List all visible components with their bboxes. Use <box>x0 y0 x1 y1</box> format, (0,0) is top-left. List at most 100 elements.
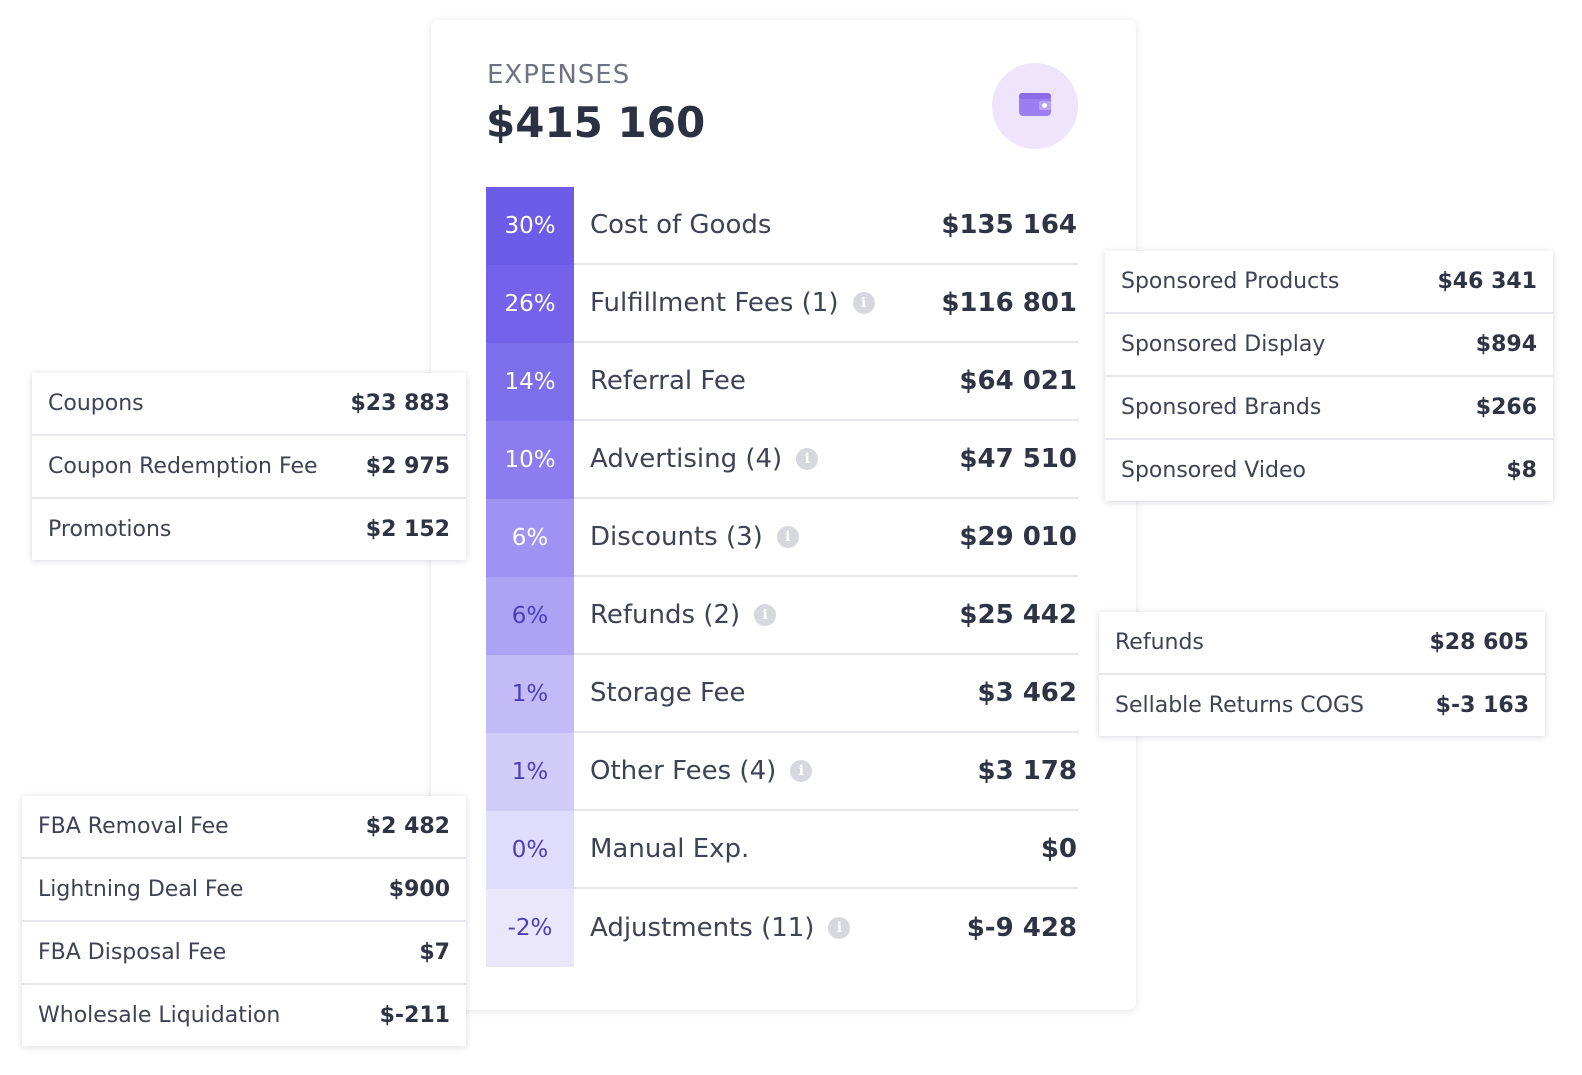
expense-percent: -2% <box>486 889 574 967</box>
expense-name: Other Fees (4) <box>590 756 777 786</box>
expense-value: $0 <box>1040 834 1077 864</box>
expense-row-body: Adjustments (11) i $-9 428 <box>574 889 1079 967</box>
expense-row[interactable]: 6% Refunds (2) i $25 442 <box>486 577 1079 655</box>
expense-row-body: Referral Fee $64 021 <box>574 343 1079 421</box>
expense-row-body: Discounts (3) i $29 010 <box>574 499 1079 577</box>
breakdown-name: Sponsored Brands <box>1121 395 1322 420</box>
breakdown-row: Wholesale Liquidation $-211 <box>22 985 466 1046</box>
expense-value: $135 164 <box>941 210 1077 240</box>
info-icon[interactable]: i <box>796 448 819 470</box>
expense-value: $25 442 <box>959 600 1077 630</box>
breakdown-name: Sponsored Video <box>1121 458 1306 483</box>
breakdown-value: $894 <box>1475 332 1537 357</box>
expense-percent: 6% <box>486 577 574 655</box>
breakdown-value: $28 605 <box>1429 630 1529 655</box>
expense-rows: 30% Cost of Goods $135 164 26% Fulfillment F… <box>486 187 1079 967</box>
expense-name: Cost of Goods <box>590 210 772 240</box>
expense-name: Manual Exp. <box>590 834 750 864</box>
breakdown-value: $2 975 <box>365 454 450 479</box>
expense-row-body: Manual Exp. $0 <box>574 811 1079 889</box>
expense-name: Refunds (2) <box>590 600 741 630</box>
expense-value: $29 010 <box>959 522 1077 552</box>
breakdown-value: $2 152 <box>365 517 450 542</box>
expenses-card: EXPENSES $415 160 30% Cost of Goods $135 1… <box>431 20 1136 1010</box>
advertising-breakdown-panel: Sponsored Products $46 341 Sponsored Displ… <box>1105 251 1553 501</box>
info-icon[interactable]: i <box>776 526 799 548</box>
expense-percent: 26% <box>486 265 574 343</box>
refunds-breakdown-panel: Refunds $28 605 Sellable Returns COGS $-3 1… <box>1099 612 1545 736</box>
breakdown-name: FBA Disposal Fee <box>38 940 227 965</box>
breakdown-row: Sellable Returns COGS $-3 163 <box>1099 675 1545 736</box>
expense-value: $-9 428 <box>966 913 1077 943</box>
expense-value: $3 462 <box>977 678 1077 708</box>
discounts-breakdown-panel: Coupons $23 883 Coupon Redemption Fee $2 97… <box>32 373 466 560</box>
breakdown-name: Lightning Deal Fee <box>38 877 244 902</box>
expense-name: Referral Fee <box>590 366 746 396</box>
expense-percent: 1% <box>486 733 574 811</box>
expense-row-body: Advertising (4) i $47 510 <box>574 421 1079 499</box>
expense-percent: 14% <box>486 343 574 421</box>
expense-name: Adjustments (11) <box>590 913 815 943</box>
breakdown-name: FBA Removal Fee <box>38 814 229 839</box>
info-icon[interactable]: i <box>828 917 851 939</box>
breakdown-value: $900 <box>388 877 450 902</box>
breakdown-row: Coupon Redemption Fee $2 975 <box>32 436 466 499</box>
expense-row[interactable]: 1% Storage Fee $3 462 <box>486 655 1079 733</box>
breakdown-value: $2 482 <box>365 814 450 839</box>
expense-percent: 1% <box>486 655 574 733</box>
breakdown-name: Wholesale Liquidation <box>38 1003 281 1028</box>
breakdown-row: FBA Removal Fee $2 482 <box>22 796 466 859</box>
expense-value: $64 021 <box>959 366 1077 396</box>
breakdown-row: Sponsored Video $8 <box>1105 440 1553 501</box>
breakdown-row: FBA Disposal Fee $7 <box>22 922 466 985</box>
other-fees-breakdown-panel: FBA Removal Fee $2 482 Lightning Deal Fee $… <box>22 796 466 1046</box>
expense-row-body: Other Fees (4) i $3 178 <box>574 733 1079 811</box>
wallet-icon <box>1018 91 1052 121</box>
breakdown-row: Lightning Deal Fee $900 <box>22 859 466 922</box>
expense-row[interactable]: 6% Discounts (3) i $29 010 <box>486 499 1079 577</box>
expense-row[interactable]: 1% Other Fees (4) i $3 178 <box>486 733 1079 811</box>
breakdown-value: $266 <box>1475 395 1537 420</box>
info-icon[interactable]: i <box>790 760 813 782</box>
expense-value: $47 510 <box>959 444 1077 474</box>
expense-percent: 30% <box>486 187 574 265</box>
info-icon[interactable]: i <box>754 604 777 626</box>
expenses-label: EXPENSES <box>487 60 631 90</box>
breakdown-name: Sellable Returns COGS <box>1115 693 1364 718</box>
breakdown-row: Refunds $28 605 <box>1099 612 1545 675</box>
breakdown-row: Sponsored Display $894 <box>1105 314 1553 377</box>
expense-row-body: Storage Fee $3 462 <box>574 655 1079 733</box>
expense-row-body: Refunds (2) i $25 442 <box>574 577 1079 655</box>
expense-row[interactable]: 26% Fulfillment Fees (1) i $116 801 <box>486 265 1079 343</box>
breakdown-row: Coupons $23 883 <box>32 373 466 436</box>
wallet-badge <box>992 63 1078 149</box>
breakdown-value: $7 <box>419 940 450 965</box>
expense-row-body: Cost of Goods $135 164 <box>574 187 1079 265</box>
expenses-total: $415 160 <box>486 98 706 147</box>
breakdown-row: Sponsored Brands $266 <box>1105 377 1553 440</box>
breakdown-value: $23 883 <box>350 391 450 416</box>
expense-name: Advertising (4) <box>590 444 783 474</box>
expense-value: $3 178 <box>977 756 1077 786</box>
expense-row[interactable]: 30% Cost of Goods $135 164 <box>486 187 1079 265</box>
expense-name: Fulfillment Fees (1) <box>590 288 839 318</box>
expense-value: $116 801 <box>941 288 1077 318</box>
expense-row[interactable]: -2% Adjustments (11) i $-9 428 <box>486 889 1079 967</box>
expense-row[interactable]: 14% Referral Fee $64 021 <box>486 343 1079 421</box>
breakdown-name: Coupon Redemption Fee <box>48 454 318 479</box>
expense-row[interactable]: 0% Manual Exp. $0 <box>486 811 1079 889</box>
expense-percent: 10% <box>486 421 574 499</box>
breakdown-name: Sponsored Display <box>1121 332 1326 357</box>
breakdown-value: $8 <box>1506 458 1537 483</box>
expense-percent: 0% <box>486 811 574 889</box>
breakdown-row: Sponsored Products $46 341 <box>1105 251 1553 314</box>
expense-percent: 6% <box>486 499 574 577</box>
breakdown-name: Refunds <box>1115 630 1204 655</box>
expense-row[interactable]: 10% Advertising (4) i $47 510 <box>486 421 1079 499</box>
breakdown-value: $46 341 <box>1437 269 1537 294</box>
info-icon[interactable]: i <box>852 292 875 314</box>
breakdown-row: Promotions $2 152 <box>32 499 466 560</box>
expense-row-body: Fulfillment Fees (1) i $116 801 <box>574 265 1079 343</box>
breakdown-name: Coupons <box>48 391 144 416</box>
expense-name: Storage Fee <box>590 678 746 708</box>
